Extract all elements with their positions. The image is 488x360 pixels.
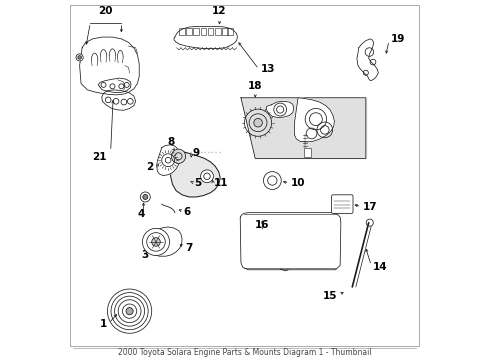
Polygon shape — [173, 26, 237, 49]
Polygon shape — [80, 37, 139, 95]
Bar — [186, 28, 192, 35]
Circle shape — [78, 56, 81, 59]
Polygon shape — [170, 152, 220, 197]
Text: 16: 16 — [255, 220, 269, 230]
Polygon shape — [266, 101, 293, 118]
Text: 18: 18 — [247, 81, 262, 91]
Text: 21: 21 — [92, 152, 107, 162]
FancyBboxPatch shape — [331, 195, 352, 213]
Circle shape — [253, 118, 262, 127]
Bar — [207, 28, 213, 35]
Text: 14: 14 — [372, 262, 387, 272]
Text: 6: 6 — [183, 207, 191, 217]
Text: 8: 8 — [167, 137, 175, 147]
Circle shape — [171, 149, 185, 163]
Bar — [193, 28, 199, 35]
Polygon shape — [148, 227, 182, 256]
Polygon shape — [240, 213, 340, 270]
Polygon shape — [356, 39, 378, 81]
Circle shape — [142, 194, 147, 199]
Text: 1: 1 — [100, 319, 107, 329]
Text: 19: 19 — [390, 34, 405, 44]
Text: 4: 4 — [137, 209, 144, 219]
Text: 3: 3 — [141, 250, 148, 260]
Text: 20: 20 — [98, 6, 112, 16]
Text: 17: 17 — [362, 202, 377, 212]
Polygon shape — [98, 78, 131, 93]
Circle shape — [200, 170, 213, 183]
Text: 2000 Toyota Solara Engine Parts & Mounts Diagram 1 - Thumbnail: 2000 Toyota Solara Engine Parts & Mounts… — [118, 348, 370, 357]
Polygon shape — [294, 98, 334, 142]
Polygon shape — [156, 145, 179, 176]
Circle shape — [76, 54, 83, 61]
Circle shape — [142, 228, 169, 256]
Text: 9: 9 — [192, 148, 200, 158]
Text: 11: 11 — [214, 179, 228, 188]
Text: 15: 15 — [322, 291, 337, 301]
Text: 2: 2 — [146, 162, 153, 172]
Text: 7: 7 — [185, 243, 193, 253]
Circle shape — [126, 307, 133, 315]
Bar — [179, 28, 184, 35]
Text: 5: 5 — [194, 179, 202, 188]
Circle shape — [151, 238, 160, 246]
Circle shape — [140, 192, 150, 202]
Bar — [304, 148, 310, 157]
Bar — [222, 28, 227, 35]
Polygon shape — [102, 90, 135, 110]
Text: 12: 12 — [212, 6, 226, 16]
Polygon shape — [241, 98, 365, 158]
Text: 13: 13 — [260, 64, 274, 74]
Bar — [227, 28, 233, 35]
Bar — [214, 28, 220, 35]
Text: 10: 10 — [290, 179, 305, 188]
Bar — [200, 28, 206, 35]
